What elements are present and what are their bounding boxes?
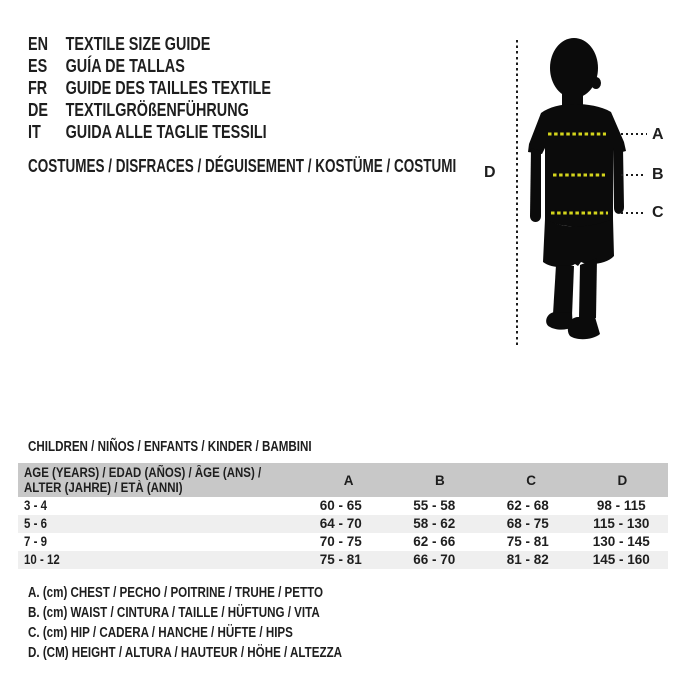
age-cell: 5 - 6 <box>18 515 294 533</box>
age-value: 7 - 9 <box>24 534 47 549</box>
height-cell: 130 - 145 <box>592 534 650 549</box>
guide-title-en: TEXTILE SIZE GUIDE <box>65 34 211 54</box>
silhouette-right-shoe <box>567 317 600 340</box>
legend-height: D. (CM) HEIGHT / ALTURA / HAUTEUR / HÖHE… <box>28 645 343 661</box>
waist-cell: 66 - 70 <box>413 552 456 567</box>
language-code: FR <box>28 78 48 98</box>
age-value: 3 - 4 <box>24 498 47 513</box>
child-silhouette <box>528 38 626 340</box>
height-cell: 145 - 160 <box>592 552 650 567</box>
age-value: 5 - 6 <box>24 516 47 531</box>
waist-cell: 62 - 66 <box>413 534 456 549</box>
column-header-a: A <box>343 472 354 488</box>
height-cell: 98 - 115 <box>596 498 646 513</box>
silhouette-head <box>550 38 598 98</box>
table-row: 10 - 12 75 - 81 66 - 70 81 - 82 145 - 16… <box>18 551 668 569</box>
table-row: 3 - 4 60 - 65 55 - 58 62 - 68 98 - 115 <box>18 497 668 515</box>
section-title: CHILDREN / NIÑOS / ENFANTS / KINDER / BA… <box>28 439 382 455</box>
measure-label-d: D <box>484 164 496 181</box>
table-row: 7 - 9 70 - 75 62 - 66 75 - 81 130 - 145 <box>18 533 668 551</box>
legend-chest: A. (cm) CHEST / PECHO / POITRINE / TRUHE… <box>28 585 323 601</box>
column-header-c: C <box>526 472 537 488</box>
waist-cell: 58 - 62 <box>413 516 456 531</box>
waist-cell: 55 - 58 <box>413 498 456 513</box>
chest-cell: 60 - 65 <box>319 498 362 513</box>
column-header-d: D <box>617 472 628 488</box>
measure-label-b: B <box>652 166 664 183</box>
section-title-text: CHILDREN / NIÑOS / ENFANTS / KINDER / BA… <box>28 439 312 455</box>
hip-cell: 81 - 82 <box>506 552 549 567</box>
legend-hip: C. (cm) HIP / CADERA / HANCHE / HÜFTE / … <box>28 625 293 641</box>
language-code: IT <box>28 122 41 142</box>
measure-dash-lines <box>548 132 608 215</box>
age-header-line2: ALTER (JAHRE) / ETÀ (ANNI) <box>24 480 183 495</box>
silhouette-right-leg <box>579 258 597 318</box>
silhouette-right-arm <box>613 148 624 214</box>
height-dotted-line <box>516 40 518 348</box>
measurement-legend: A. (cm) CHEST / PECHO / POITRINE / TRUHE… <box>28 583 421 663</box>
legend-waist: B. (cm) WAIST / CINTURA / TAILLE / HÜFTU… <box>28 605 320 621</box>
hip-cell: 62 - 68 <box>506 498 549 513</box>
silhouette-shorts <box>543 219 614 268</box>
age-value: 10 - 12 <box>24 552 60 567</box>
table-row: 5 - 6 64 - 70 58 - 62 68 - 75 115 - 130 <box>18 515 668 533</box>
silhouette-left-arm <box>530 148 541 222</box>
table-header-row: AGE (YEARS) / EDAD (AÑOS) / ÂGE (ANS) / … <box>18 463 668 497</box>
measure-connector-lines <box>621 133 647 214</box>
hip-cell: 75 - 81 <box>506 534 549 549</box>
category-title-text: COSTUMES / DISFRACES / DÉGUISEMENT / KOS… <box>28 156 457 176</box>
age-cell: 10 - 12 <box>18 551 294 569</box>
child-silhouette-figure <box>528 38 647 340</box>
chest-cell: 70 - 75 <box>319 534 362 549</box>
size-table: AGE (YEARS) / EDAD (AÑOS) / ÂGE (ANS) / … <box>18 463 668 569</box>
language-code: ES <box>28 56 48 76</box>
age-header-line1: AGE (YEARS) / EDAD (AÑOS) / ÂGE (ANS) / <box>24 465 262 480</box>
chest-cell: 64 - 70 <box>319 516 362 531</box>
language-list: EN TEXTILE SIZE GUIDE ES GUÍA DE TALLAS FR… <box>28 33 332 143</box>
measure-label-a: A <box>652 126 664 143</box>
language-code: EN <box>28 34 49 54</box>
silhouette-left-leg <box>553 265 574 316</box>
guide-title-it: GUIDA ALLE TAGLIE TESSILI <box>65 122 267 142</box>
height-cell: 115 - 130 <box>593 516 650 531</box>
hip-cell: 68 - 75 <box>506 516 549 531</box>
chest-cell: 75 - 81 <box>319 552 362 567</box>
silhouette-ear <box>591 77 601 89</box>
measure-label-c: C <box>652 204 664 221</box>
language-code: DE <box>28 100 49 120</box>
guide-title-de: TEXTILGRÖßENFÜHRUNG <box>65 100 249 120</box>
guide-title-fr: GUIDE DES TAILLES TEXTILE <box>65 78 271 98</box>
silhouette-left-shoe <box>546 312 573 330</box>
guide-title-es: GUÍA DE TALLAS <box>65 56 185 76</box>
column-header-b: B <box>435 472 445 488</box>
age-cell: 7 - 9 <box>18 533 294 551</box>
category-title: COSTUMES / DISFRACES / DÉGUISEMENT / KOS… <box>28 156 599 176</box>
silhouette-shirt <box>528 104 626 227</box>
age-header-cell: AGE (YEARS) / EDAD (AÑOS) / ÂGE (ANS) / … <box>18 465 303 495</box>
age-cell: 3 - 4 <box>18 497 294 515</box>
